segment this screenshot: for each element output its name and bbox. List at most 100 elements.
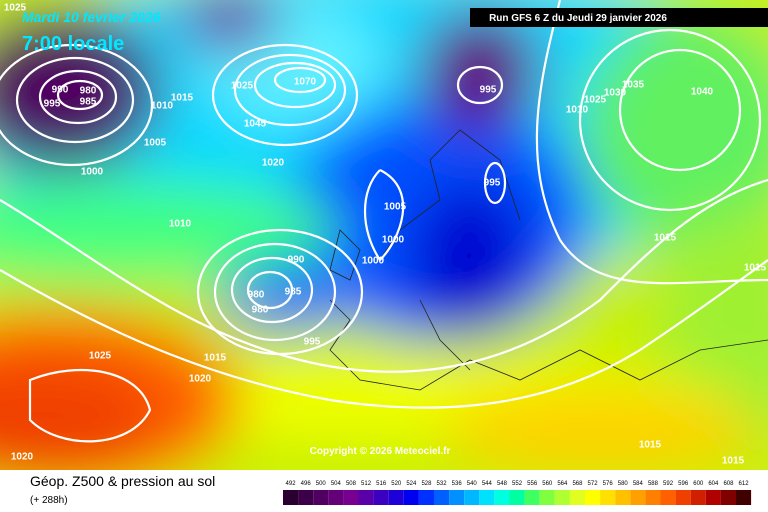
isobar-label: 1020: [262, 158, 285, 169]
isobar-label: 1010: [566, 105, 589, 116]
isobar-label: 1005: [384, 202, 407, 213]
colorbar-label: 520: [391, 481, 402, 487]
isobar-label: 1015: [744, 263, 767, 274]
colorbar-swatch: [328, 490, 344, 505]
colorbar-swatch: [449, 490, 465, 505]
isobar-label: 1020: [189, 374, 212, 385]
colorbar-swatch: [403, 490, 419, 505]
colorbar-label: 596: [678, 481, 689, 487]
colorbar-label: 584: [633, 481, 644, 487]
isobars: [0, 0, 768, 441]
isobar-label: 1040: [691, 87, 714, 98]
colorbar-swatch: [690, 490, 706, 505]
isobar-label: 985: [285, 287, 302, 298]
colorbar-label: 600: [693, 481, 704, 487]
isobar-label: 995: [480, 85, 497, 96]
isobar-label: 1025: [584, 95, 607, 106]
run-box: [470, 8, 768, 27]
isobar-label: 980: [248, 290, 265, 301]
colorbar-label: 516: [376, 481, 387, 487]
isobar-label: 1015: [204, 353, 227, 364]
colorbar-swatch: [720, 490, 736, 505]
colorbar-label: 548: [497, 481, 508, 487]
isobar-label: 1025: [89, 351, 112, 362]
colorbar-swatch: [343, 490, 359, 505]
colorbar-label: 500: [316, 481, 327, 487]
isobar-label: 990: [288, 255, 305, 266]
colorbar-swatch: [539, 490, 555, 505]
colorbar-swatch: [675, 490, 691, 505]
colorbar-label: 604: [708, 481, 719, 487]
colorbar-swatch: [479, 490, 495, 505]
colorbar-swatch: [313, 490, 329, 505]
isobar-label: 1025: [4, 3, 27, 14]
colorbar-label: 588: [648, 481, 659, 487]
colorbar-label: 508: [346, 481, 357, 487]
colorbar-swatch: [434, 490, 450, 505]
date-title: Mardi 10 fevrier 2026: [22, 9, 161, 25]
colorbar-swatch: [569, 490, 585, 505]
isobar-label: 1045: [244, 119, 267, 130]
colorbar-swatch: [645, 490, 661, 505]
colorbar-label: 556: [527, 481, 538, 487]
copyright: Copyright © 2026 Meteociel.fr: [310, 446, 451, 457]
isobar-label: 1025: [231, 81, 254, 92]
colorbar-label: 512: [361, 481, 372, 487]
isobar-label: 1010: [169, 219, 192, 230]
colorbar-swatch: [358, 490, 374, 505]
colorbar-label: 532: [437, 481, 448, 487]
isobar-label: 1005: [144, 138, 167, 149]
colorbar-swatch: [298, 490, 314, 505]
colorbar-swatch: [630, 490, 646, 505]
colorbar-label: 568: [572, 481, 583, 487]
colorbar-swatch: [615, 490, 631, 505]
isobar-label: 1020: [11, 452, 34, 463]
colorbar-swatch: [554, 490, 570, 505]
isobar-label: 1015: [171, 93, 194, 104]
isobar-label: 1035: [622, 80, 645, 91]
colorbar-swatch: [464, 490, 480, 505]
isobar-label: 1015: [639, 440, 662, 451]
isobar-label: 1000: [382, 235, 405, 246]
footer: Géop. Z500 & pression au sol (+ 288h) 49…: [30, 473, 752, 506]
colorbar-label: 572: [588, 481, 599, 487]
colorbar-swatch: [660, 490, 676, 505]
colorbar-label: 492: [286, 481, 297, 487]
colorbar-label: 592: [663, 481, 674, 487]
isobar-label: 1030: [604, 88, 627, 99]
isobar-label: 1000: [81, 167, 104, 178]
colorbar-label: 540: [467, 481, 478, 487]
run-info: Run GFS 6 Z du Jeudi 29 janvier 2026: [489, 13, 667, 24]
colorbar-swatch: [509, 490, 525, 505]
colorbar-label: 552: [512, 481, 523, 487]
isobar-label: 995: [484, 178, 501, 189]
colorbar-label: 612: [739, 481, 750, 487]
isobar-label: 1015: [654, 233, 677, 244]
footer-title: Géop. Z500 & pression au sol: [30, 473, 215, 489]
isobar-label: 1010: [151, 101, 174, 112]
colorbar-swatch: [373, 490, 389, 505]
colorbar-swatch: [283, 490, 299, 505]
isobar-label: 1015: [722, 456, 745, 467]
colorbar-swatch: [524, 490, 540, 505]
isobar-label: 995: [304, 337, 321, 348]
colorbar-label: 576: [603, 481, 614, 487]
isobar-label: 985: [80, 97, 97, 108]
colorbar-label: 528: [421, 481, 432, 487]
colorbar: 492 496 500 504 508 512 516 520 524 528 532 536 540 5…: [283, 481, 752, 505]
colorbar-swatch: [600, 490, 616, 505]
colorbar-label: 524: [406, 481, 417, 487]
isobar-label: 980: [252, 305, 269, 316]
colorbar-swatch: [736, 490, 752, 505]
colorbar-swatch: [585, 490, 601, 505]
colorbar-label: 544: [482, 481, 493, 487]
colorbar-swatch: [705, 490, 721, 505]
colorbar-label: 580: [618, 481, 629, 487]
z500-field: [0, 0, 768, 470]
isobar-label: 990: [52, 85, 69, 96]
coastlines: [329, 129, 768, 391]
colorbar-label: 536: [452, 481, 463, 487]
colorbar-label: 496: [301, 481, 312, 487]
colorbar-label: 608: [723, 481, 734, 487]
